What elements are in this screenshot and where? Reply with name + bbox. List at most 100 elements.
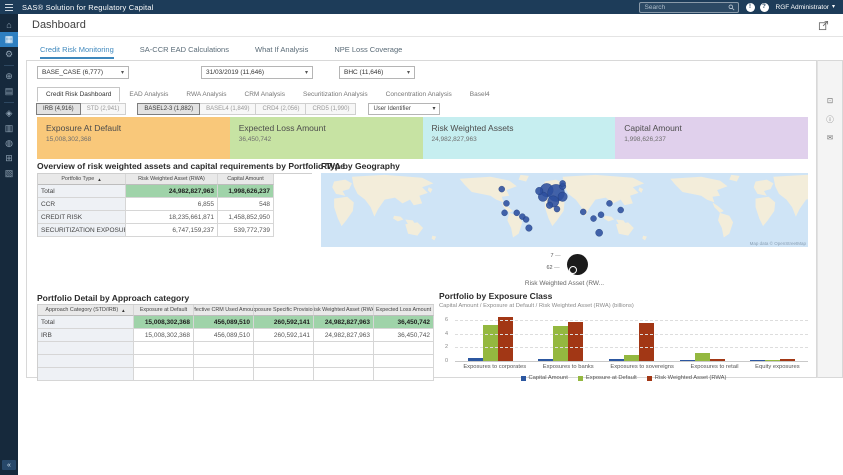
column-header-label: Risk Weighted Asset (RWA) (314, 307, 373, 313)
overview-table: Portfolio Type ▲ Risk Weighted Asset (RWA)… (37, 173, 312, 237)
sidebar-item-home[interactable]: ⌂ (0, 17, 18, 32)
user-menu[interactable]: RGF Administrator ▾ (776, 4, 835, 11)
rwa-bubble[interactable] (498, 185, 505, 193)
toggle-button[interactable]: STD (2,941) (79, 103, 127, 115)
table-row[interactable]: SECURITIZATION EXPOSURES6,747,159,237539… (38, 224, 312, 237)
table-row[interactable]: CREDIT RISK 18,235,661,871 1,458,852,950 (38, 211, 312, 224)
table-row[interactable]: Total 15,008,302,368 456,089,510 260,592,14… (38, 316, 434, 329)
report-tab-2[interactable]: RWA Analysis (186, 91, 227, 98)
search-icon[interactable] (728, 4, 735, 11)
kpi-card-2[interactable]: Risk Weighted Assets 24,982,827,963 (422, 117, 616, 159)
rwa-bubble[interactable] (535, 187, 544, 196)
help-icon[interactable]: ? (759, 2, 769, 12)
sidebar-item-settings[interactable]: ⚙ (0, 47, 18, 62)
maximize-icon[interactable]: ⊡ (826, 96, 834, 105)
sidebar-item-reports[interactable]: ▤ (0, 84, 18, 99)
sidebar-item-scenario[interactable]: ◈ (0, 106, 18, 121)
report-tab-5[interactable]: Concentration Analysis (385, 91, 452, 98)
toggle-button[interactable]: IRB (4,916) (36, 103, 81, 115)
main-tab-2[interactable]: What If Analysis (255, 45, 308, 59)
topbar-actions: !? RGF Administrator ▾ (638, 1, 843, 13)
kpi-card-1[interactable]: Expected Loss Amount 36,450,742 (229, 117, 423, 159)
bar-capital-amount[interactable] (750, 360, 766, 361)
rwa-bubble[interactable] (525, 224, 533, 232)
report-tab-0[interactable]: Credit Risk Dashboard (37, 87, 121, 102)
report-tab-6[interactable]: Basel4 (469, 91, 490, 98)
info-icon[interactable]: ⓘ (826, 114, 834, 124)
bar-exposure-at-default[interactable] (553, 325, 569, 361)
rwa-bubble[interactable] (522, 216, 530, 223)
main-tab-0[interactable]: Credit Risk Monitoring (40, 45, 114, 59)
comments-icon[interactable]: ✉ (826, 133, 834, 142)
rwa-bubble[interactable] (501, 209, 508, 217)
menu-icon[interactable] (0, 0, 18, 14)
sidebar-item-documents[interactable]: ▥ (0, 121, 18, 136)
bar-risk-weighted-asset-rwa-[interactable] (497, 317, 513, 361)
rwa-bubble[interactable] (590, 215, 597, 222)
column-header-label: Approach Category (STD/IRB) (45, 307, 119, 313)
table-row[interactable]: IRB 15,008,302,368 456,089,510 260,592,141 2… (38, 329, 434, 342)
rwa-bubble[interactable] (595, 228, 603, 237)
bar-capital-amount[interactable] (467, 357, 483, 361)
filter-dropdown-1[interactable]: 31/03/2019 (11,646) ▾ (201, 66, 313, 79)
toggle-button[interactable]: BASEL2-3 (1,882) (137, 103, 201, 115)
main-tab-3[interactable]: NPE Loss Coverage (334, 45, 402, 59)
report-tab-3[interactable]: CRM Analysis (244, 91, 285, 98)
main-tab-1[interactable]: SA-CCR EAD Calculations (140, 45, 229, 59)
rwa-geography-map[interactable]: Map data © OpenStreetMap (321, 173, 808, 247)
bar-exposure-at-default[interactable] (694, 352, 710, 361)
sidebar-item-globe[interactable]: ⊕ (0, 69, 18, 84)
export-icon[interactable] (818, 20, 829, 31)
rwa-bubble[interactable] (559, 180, 566, 187)
filter-dropdown-2[interactable]: BHC (11,646) ▾ (339, 66, 415, 79)
alerts-icon[interactable]: ! (745, 2, 755, 12)
map-bubble-legend: 7 — 62 — Risk Weighted Asset (RW... (321, 253, 808, 287)
data-cell: 1,458,852,950 (218, 211, 274, 224)
filter-dropdown-0[interactable]: BASE_CASE (6,777) ▾ (37, 66, 129, 79)
search-input[interactable] (642, 2, 728, 12)
sidebar-collapse-button[interactable]: « (2, 460, 16, 470)
kpi-label: Risk Weighted Assets (431, 123, 514, 133)
sidebar-item-bank[interactable]: ⊞ (0, 151, 18, 166)
rwa-bubble[interactable] (617, 206, 624, 214)
bar-risk-weighted-asset-rwa-[interactable] (780, 359, 796, 361)
toggle-bar: IRB (4,916) STD (2,941) BASEL2-3 (1,882) BA… (36, 103, 441, 115)
kpi-card-3[interactable]: Capital Amount 1,998,626,237 (615, 117, 808, 159)
legend-caption: Risk Weighted Asset (RW... (524, 280, 605, 287)
bar-exposure-at-default[interactable] (623, 355, 639, 361)
sidebar-item-hierarchy[interactable]: ▧ (0, 166, 18, 181)
bar-exposure-at-default[interactable] (765, 360, 781, 361)
bubble-size-legend: 7 — 62 — (533, 253, 597, 277)
kpi-card-0[interactable]: Exposure At Default 15,008,302,368 (37, 117, 230, 159)
report-tab-4[interactable]: Securitization Analysis (303, 91, 368, 98)
bar-risk-weighted-asset-rwa-[interactable] (638, 323, 654, 361)
rwa-bubble[interactable] (553, 205, 561, 213)
rwa-bubble[interactable] (557, 191, 568, 202)
user-identifier-dropdown[interactable]: User Identifier ▾ (368, 103, 441, 115)
sidebar-item-finance[interactable]: ◍ (0, 136, 18, 151)
rwa-bubble[interactable] (546, 201, 553, 209)
rwa-bubble[interactable] (513, 209, 520, 217)
bar-risk-weighted-asset-rwa-[interactable] (568, 321, 584, 361)
rwa-bubble[interactable] (606, 200, 613, 207)
bar-group (608, 323, 654, 361)
bar-risk-weighted-asset-rwa-[interactable] (709, 358, 725, 361)
top-bar: SAS® Solution for Regulatory Capital !? … (0, 0, 843, 14)
table-row[interactable]: Total 24,982,827,963 1,998,626,237 (38, 185, 312, 198)
rwa-bubble[interactable] (503, 200, 510, 207)
bar-capital-amount[interactable] (538, 358, 554, 361)
rwa-bubble[interactable] (597, 211, 605, 218)
search-box[interactable] (638, 1, 739, 13)
detail-table: Approach Category (STD/IRB) ▲ Exposure at … (37, 304, 434, 381)
bar-capital-amount[interactable] (608, 358, 624, 361)
toggle-button[interactable]: CRD5 (1,990) (305, 103, 357, 115)
toggle-button[interactable]: BASEL4 (1,849) (199, 103, 257, 115)
table-row[interactable]: CCR 6,855 548 (38, 198, 312, 211)
legend-swatch (577, 375, 583, 381)
bar-exposure-at-default[interactable] (482, 325, 498, 361)
toggle-button[interactable]: CRD4 (2,056) (255, 103, 307, 115)
rwa-bubble[interactable] (580, 208, 587, 216)
sidebar-item-dashboard[interactable]: ▦ (0, 32, 18, 47)
bar-capital-amount[interactable] (679, 360, 695, 361)
report-tab-1[interactable]: EAD Analysis (129, 91, 169, 98)
